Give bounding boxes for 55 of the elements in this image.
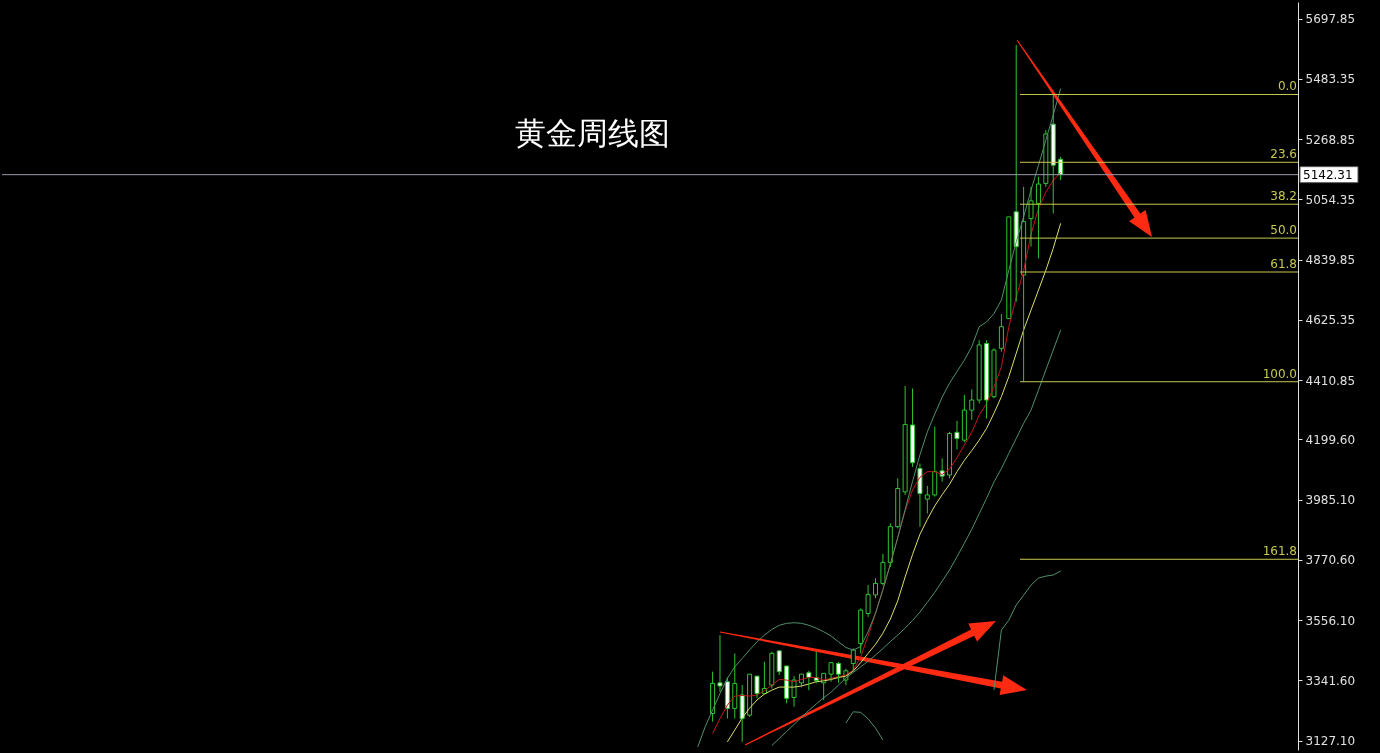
y-tick-label: 5483.35	[1305, 72, 1356, 87]
candlestick	[732, 652, 738, 720]
candlestick	[1035, 176, 1041, 259]
ref-line-label: 50.0	[1270, 223, 1297, 238]
line-series	[697, 88, 1062, 748]
candlestick	[1006, 216, 1012, 320]
candlestick	[747, 673, 753, 718]
y-tick-label: 4410.85	[1305, 373, 1356, 388]
y-tick-label: 5697.85	[1305, 12, 1356, 27]
ref-line-label: 5142.31	[1303, 167, 1353, 182]
y-tick-label: 3341.60	[1305, 673, 1356, 688]
candlestick	[961, 394, 967, 443]
candlestick	[776, 650, 782, 676]
candlestick	[873, 577, 878, 599]
candlestick	[917, 463, 923, 528]
candlestick	[910, 388, 916, 468]
candlestick	[739, 684, 745, 743]
candlestick	[932, 426, 938, 498]
y-tick-label: 3985.10	[1305, 493, 1356, 508]
y-tick-label: 5054.35	[1305, 192, 1356, 207]
y-tick-label: 3556.10	[1305, 613, 1356, 628]
candlestick	[887, 522, 893, 568]
candlestick	[717, 634, 723, 693]
candlestick	[828, 662, 834, 683]
y-tick-label: 4199.60	[1305, 432, 1356, 447]
ref-line-label: 161.8	[1262, 544, 1297, 559]
y-tick-label: 4625.35	[1305, 313, 1356, 328]
candlestick	[710, 671, 716, 723]
candlestick	[924, 485, 930, 514]
ref-line-label: 23.6	[1270, 147, 1297, 162]
candlestick	[1013, 44, 1019, 303]
candlestick	[754, 675, 760, 699]
text: 黄金周线图	[514, 115, 670, 151]
candlestick	[969, 388, 975, 421]
candlestick	[1050, 94, 1056, 215]
y-tick-label: 4839.85	[1305, 253, 1356, 268]
candlestick	[865, 584, 871, 618]
candlestick	[902, 385, 908, 496]
candlestick	[998, 313, 1004, 353]
y-tick-label: 5268.85	[1305, 132, 1356, 147]
candlestick	[984, 339, 990, 420]
candlestick	[850, 647, 856, 673]
candlestick	[858, 607, 864, 654]
ref-line-label: 0.0	[1277, 79, 1297, 94]
ref-line-label: 38.2	[1270, 189, 1297, 204]
y-tick-label: 3127.10	[1305, 734, 1356, 749]
candlestick	[991, 347, 997, 399]
candlestick	[954, 420, 960, 450]
candlestick	[976, 339, 982, 404]
ref-line-label: 61.8	[1270, 257, 1297, 272]
y-tick-label: 3770.60	[1305, 553, 1356, 568]
ref-line-label: 100.0	[1262, 366, 1297, 381]
candlestick	[880, 553, 886, 586]
candlestick	[1028, 186, 1034, 248]
line-series	[771, 329, 1062, 747]
